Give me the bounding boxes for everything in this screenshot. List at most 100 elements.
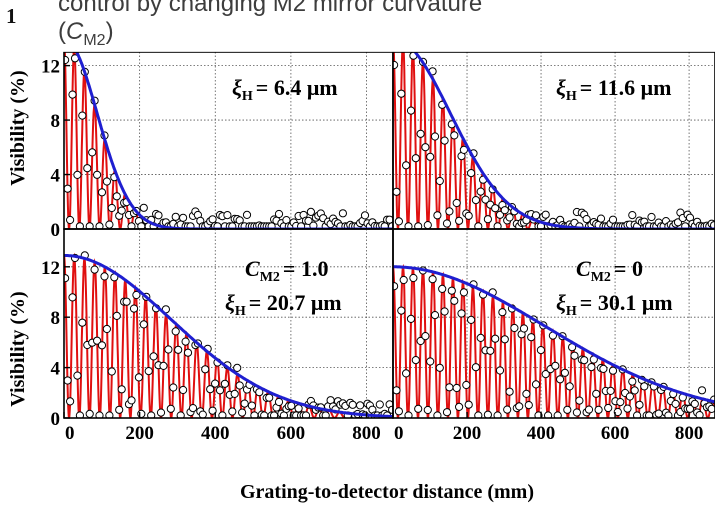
data-point	[218, 411, 227, 418]
data-point	[348, 400, 357, 409]
data-point	[476, 187, 485, 196]
data-point	[635, 400, 644, 409]
data-point	[100, 272, 109, 281]
data-point	[455, 216, 464, 225]
xi-value: = 30.1 μm	[580, 290, 673, 315]
x-axis-label: Grating-to-detector distance (mm)	[240, 481, 534, 503]
data-point	[457, 309, 466, 318]
xi-value: = 6.4 μm	[256, 75, 338, 100]
data-point	[471, 196, 480, 205]
envelope-fit-line	[75, 52, 393, 229]
data-point	[707, 404, 715, 413]
data-point	[599, 364, 608, 373]
data-point	[115, 405, 124, 414]
data-point	[75, 411, 84, 418]
data-point	[321, 411, 330, 418]
data-point	[404, 222, 413, 229]
data-point	[105, 220, 114, 229]
data-point	[623, 404, 632, 413]
panel-top-left: 0 4 8 12 ξH = 6.4 μm	[41, 51, 394, 241]
data-point	[139, 320, 148, 329]
data-point	[404, 411, 413, 418]
data-point	[154, 211, 163, 220]
data-point	[527, 333, 536, 342]
data-point	[606, 386, 615, 395]
data-point	[467, 169, 476, 178]
data-point	[428, 275, 437, 284]
data-point	[235, 381, 244, 390]
data-point	[179, 385, 188, 395]
data-point	[394, 217, 403, 226]
data-point	[164, 345, 173, 354]
data-point	[73, 371, 82, 380]
data-point	[304, 216, 313, 225]
data-point	[630, 386, 639, 395]
data-point	[117, 206, 126, 215]
data-point	[440, 307, 449, 316]
data-point	[134, 373, 143, 382]
x-tick-label: 800	[352, 423, 381, 444]
data-point	[356, 401, 365, 410]
data-point	[515, 402, 524, 411]
data-point	[553, 411, 562, 418]
data-point	[563, 405, 572, 414]
data-point	[97, 341, 107, 350]
y-axis-label: Visibility (%)	[7, 291, 29, 406]
x-tick-label: 200	[453, 423, 482, 444]
data-point	[230, 389, 239, 398]
data-point	[301, 411, 311, 418]
data-point	[206, 385, 215, 394]
data-point	[633, 411, 642, 418]
data-point	[393, 282, 399, 291]
data-point	[474, 222, 483, 229]
xi-symbol: ξ	[556, 75, 566, 100]
data-point	[544, 411, 553, 418]
x-tick-label: 600	[601, 423, 630, 444]
data-point	[159, 361, 168, 370]
data-point	[107, 203, 116, 213]
data-point	[433, 211, 442, 220]
cm2-subscript: M2	[260, 270, 280, 285]
x-tick-label: 0	[65, 423, 75, 444]
data-point	[587, 363, 596, 372]
caption-line2: (CM2)	[58, 18, 114, 50]
data-point	[393, 187, 401, 196]
xi-subscript: H	[566, 89, 577, 104]
data-point	[464, 400, 473, 409]
data-point	[127, 222, 136, 229]
data-point	[423, 405, 432, 415]
data-point	[309, 221, 318, 229]
data-point	[608, 366, 618, 375]
data-point	[127, 396, 136, 405]
data-point	[570, 351, 579, 360]
data-point	[122, 297, 131, 306]
caption-paren-open: (	[58, 18, 66, 45]
data-point	[596, 214, 606, 223]
data-point	[671, 399, 680, 408]
data-point	[592, 389, 601, 398]
data-point	[238, 408, 247, 417]
data-point	[85, 222, 94, 229]
xi-symbol: ξ	[556, 290, 566, 315]
data-point	[471, 363, 480, 372]
data-point	[132, 290, 141, 300]
data-point	[430, 132, 440, 141]
data-point	[402, 369, 411, 378]
data-point	[93, 170, 102, 179]
oscillation-fit-line	[393, 52, 715, 229]
x-tick-label: 800	[675, 423, 704, 444]
data-point	[594, 405, 603, 414]
data-point	[406, 106, 416, 115]
oscillation-fit-line	[64, 52, 393, 229]
data-point	[440, 136, 449, 145]
data-point	[476, 333, 485, 342]
data-point	[64, 274, 70, 283]
data-point	[565, 382, 574, 391]
data-point	[338, 209, 347, 218]
data-point	[64, 184, 72, 193]
y-tick-label: 0	[51, 220, 61, 241]
data-point	[228, 222, 237, 229]
data-point	[198, 410, 207, 418]
data-point	[690, 399, 699, 408]
data-point	[147, 411, 156, 418]
